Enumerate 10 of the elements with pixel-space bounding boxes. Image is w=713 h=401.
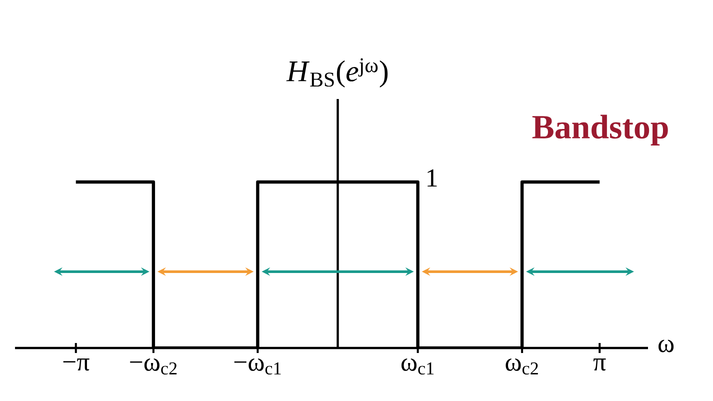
annotation: 1 [428,169,437,186]
x-tick-label: π [593,358,606,371]
x-axis-title: ω [658,340,674,352]
x-tick-label: ω$_{c2}$ [506,358,538,375]
chart-title: H$_{BS}$(e$^{jω}$) [286,58,388,88]
x-tick-label: −ω$_{c2}$ [130,358,177,375]
x-tick-label: −ω$_{c1}$ [234,358,281,375]
x-tick-label: ω$_{c1}$ [402,358,434,375]
text: Bandstop [532,114,668,146]
x-tick-label: −π [63,358,90,371]
